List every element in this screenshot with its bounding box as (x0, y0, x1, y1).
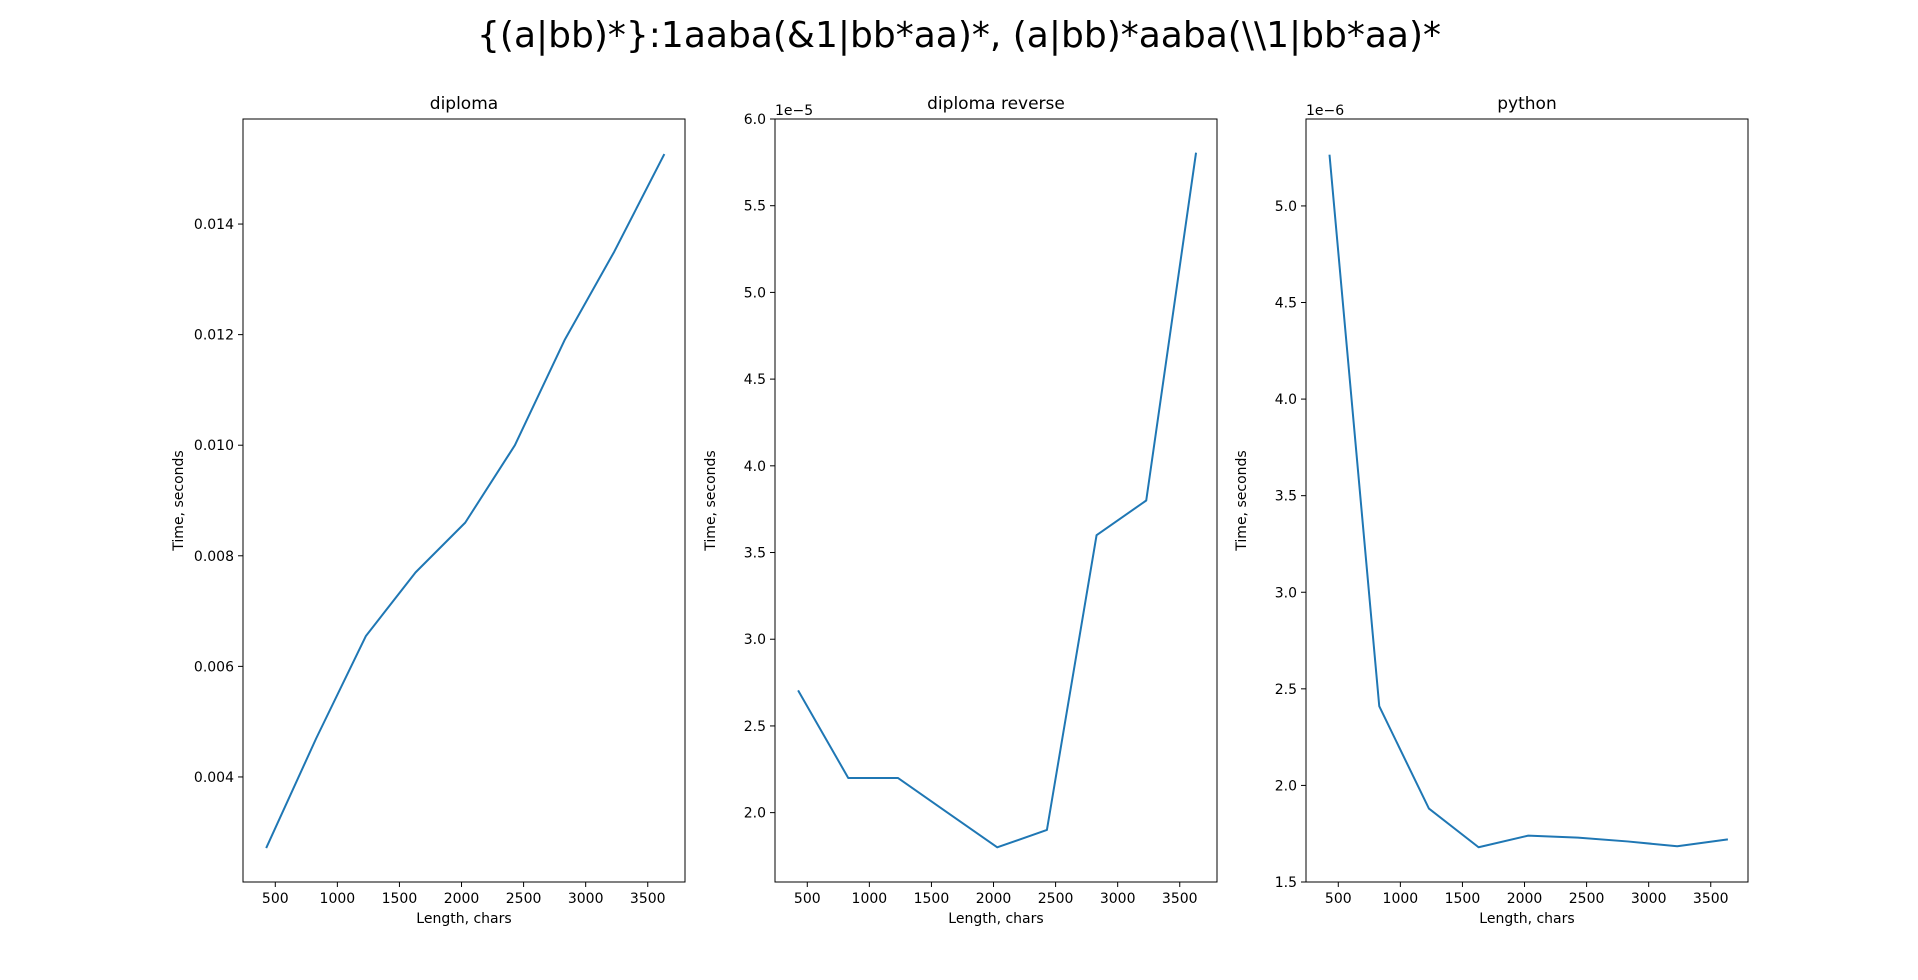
chart-2-point-4 (1526, 834, 1530, 838)
figure-suptitle: {(a|bb)*}:1aaba(&1|bb*aa)*, (a|bb)*aaba(… (477, 15, 1441, 56)
chart-2-ytick-label-1: 2.0 (1275, 778, 1297, 794)
chart-0-point-8 (662, 153, 666, 157)
chart-1-ytick-label-5: 4.5 (744, 372, 766, 388)
chart-2-ytick-label-2: 2.5 (1275, 682, 1297, 698)
chart-0-point-6 (563, 338, 567, 342)
chart-1-ytick-label-6: 5.0 (744, 285, 766, 301)
chart-2-xtick-label-2: 1500 (1445, 891, 1481, 907)
chart-0-title: diploma (430, 94, 498, 114)
chart-1-series-line (797, 152, 1198, 849)
chart-2-xtick-label-3: 2000 (1507, 891, 1543, 907)
chart-0-point-1 (314, 736, 318, 740)
chart-1-ytick-label-0: 2.0 (744, 806, 766, 822)
chart-1-point-7 (1144, 499, 1148, 503)
chart-2-point-3 (1477, 845, 1481, 849)
chart-0-frame (242, 118, 686, 883)
chart-1-point-6 (1095, 533, 1099, 537)
chart-2-ytick-label-6: 4.5 (1275, 296, 1297, 312)
chart-2-title: python (1497, 94, 1556, 114)
chart-0-xtick-label-3: 2000 (444, 891, 480, 907)
chart-0-ytick-label-5: 0.014 (194, 217, 234, 233)
chart-0-ytick-label-4: 0.012 (194, 328, 234, 344)
chart-2-xtick-label-4: 2500 (1569, 891, 1605, 907)
chart-2-offset-text: 1e−6 (1306, 103, 1344, 119)
chart-0-point-2 (364, 634, 368, 638)
chart-1-xtick-label-5: 3000 (1100, 891, 1136, 907)
chart-2-ytick-label-4: 3.5 (1275, 489, 1297, 505)
chart-1-point-5 (1045, 828, 1049, 832)
chart-2-point-2 (1427, 807, 1431, 811)
chart-2-point-7 (1675, 844, 1679, 848)
chart-2-panel: 500 1000 1500 2000 2500 3000 3500 1.5 2.0 2.5 3.0 3… (1234, 94, 1749, 927)
chart-0-point-5 (513, 443, 517, 447)
chart-0-xtick-label-2: 1500 (382, 891, 418, 907)
chart-1-ytick-label-8: 6.0 (744, 112, 766, 128)
chart-1-point-0 (797, 689, 801, 693)
chart-0-xtick-label-1: 1000 (320, 891, 356, 907)
chart-2-point-8 (1725, 838, 1729, 842)
chart-2-xtick-label-6: 3500 (1693, 891, 1729, 907)
subplots: 500 1000 1500 2000 2500 3000 3500 0.004 0.006 0.0… (171, 94, 1749, 927)
chart-1-ytick-label-1: 2.5 (744, 719, 766, 735)
chart-2-ylabel: Time, seconds (1234, 450, 1250, 551)
chart-2-ytick-label-3: 3.0 (1275, 585, 1297, 601)
chart-2-point-5 (1576, 836, 1580, 840)
chart-0-ytick-label-1: 0.006 (194, 659, 234, 675)
chart-0-point-0 (265, 845, 269, 849)
chart-1-point-3 (946, 811, 950, 815)
chart-2-ytick-label-7: 5.0 (1275, 199, 1297, 215)
chart-2-xtick-label-0: 500 (1325, 891, 1352, 907)
chart-1-xlabel: Length, chars (948, 911, 1043, 927)
chart-1-ylabel: Time, seconds (703, 450, 719, 551)
chart-2-xtick-label-1: 1000 (1383, 891, 1419, 907)
chart-2-point-6 (1626, 839, 1630, 843)
chart-0-xtick-label-6: 3500 (630, 891, 666, 907)
chart-0-ylabel: Time, seconds (171, 450, 187, 551)
chart-1-point-2 (896, 776, 900, 780)
chart-1-plot-area (775, 119, 1217, 882)
chart-1-offset-text: 1e−5 (775, 103, 813, 119)
chart-2-point-1 (1377, 704, 1381, 708)
chart-1-xtick-label-3: 2000 (976, 891, 1012, 907)
chart-0-xtick-label-0: 500 (262, 891, 289, 907)
chart-1-point-4 (995, 845, 999, 849)
chart-0-panel: 500 1000 1500 2000 2500 3000 3500 0.004 0.006 0.0… (171, 94, 686, 927)
chart-2-frame (1305, 118, 1749, 883)
chart-1-xtick-label-2: 1500 (914, 891, 950, 907)
chart-0-point-7 (612, 250, 616, 254)
chart-2-plot-area (1306, 119, 1748, 882)
chart-1-ytick-label-2: 3.0 (744, 632, 766, 648)
chart-0-point-3 (414, 570, 418, 574)
chart-1-frame (774, 118, 1218, 883)
chart-2-xtick-label-5: 3000 (1631, 891, 1667, 907)
chart-2-series-line (1328, 154, 1729, 849)
chart-1-ytick-label-4: 4.0 (744, 459, 766, 475)
chart-1-ytick-label-3: 3.5 (744, 546, 766, 562)
chart-1-xtick-label-0: 500 (794, 891, 821, 907)
chart-1-title: diploma reverse (927, 94, 1065, 114)
chart-0-series-line (265, 153, 666, 849)
chart-0-xtick-label-5: 3000 (568, 891, 604, 907)
chart-0-plot-area (243, 119, 685, 882)
chart-1-panel: 500 1000 1500 2000 2500 3000 3500 2.0 2.5 3.0 3.5 4… (703, 94, 1218, 927)
chart-2-xlabel: Length, chars (1479, 911, 1574, 927)
chart-1-ytick-label-7: 5.5 (744, 199, 766, 215)
chart-0-ytick-label-3: 0.010 (194, 438, 234, 454)
chart-1-xtick-label-1: 1000 (852, 891, 888, 907)
chart-0-ytick-label-2: 0.008 (194, 549, 234, 565)
chart-1-point-1 (846, 776, 850, 780)
chart-0-xtick-label-4: 2500 (506, 891, 542, 907)
chart-0-ytick-label-0: 0.004 (194, 770, 234, 786)
chart-1-xtick-label-4: 2500 (1038, 891, 1074, 907)
chart-2-ytick-label-5: 4.0 (1275, 392, 1297, 408)
chart-0-point-4 (463, 521, 467, 525)
chart-0-xlabel: Length, chars (416, 911, 511, 927)
chart-1-xtick-label-6: 3500 (1162, 891, 1198, 907)
chart-2-ytick-label-0: 1.5 (1275, 875, 1297, 891)
chart-2-point-0 (1328, 154, 1332, 158)
chart-1-point-8 (1194, 152, 1198, 156)
